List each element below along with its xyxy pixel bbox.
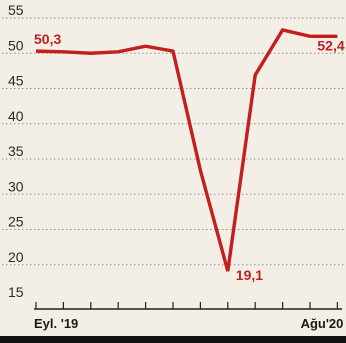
y-tick-label: 40 [8,108,24,124]
y-tick-label: 45 [8,73,24,89]
y-tick-label: 35 [8,143,24,159]
x-axis-tick-labels: Eyl. '19 Ağu'20 [34,316,343,331]
series-line [35,28,338,272]
x-tick-label: Ağu'20 [301,316,344,331]
y-axis-tick-labels: 15 20 25 30 35 40 45 50 55 [8,2,24,300]
data-label: 52,4 [317,37,344,53]
x-axis [34,302,342,310]
y-tick-label: 30 [8,178,24,194]
y-tick-label: 15 [8,284,24,300]
y-tick-label: 50 [8,37,24,53]
y-tick-label: 25 [8,214,24,230]
x-tick-label: Eyl. '19 [34,316,78,331]
data-labels: 50,3 19,1 52,4 [34,31,345,283]
y-tick-label: 55 [8,2,24,18]
bottom-bar [0,336,346,343]
y-tick-label: 20 [8,249,24,265]
series-layer [35,28,338,272]
data-label: 50,3 [34,31,61,47]
data-label: 19,1 [236,267,263,283]
